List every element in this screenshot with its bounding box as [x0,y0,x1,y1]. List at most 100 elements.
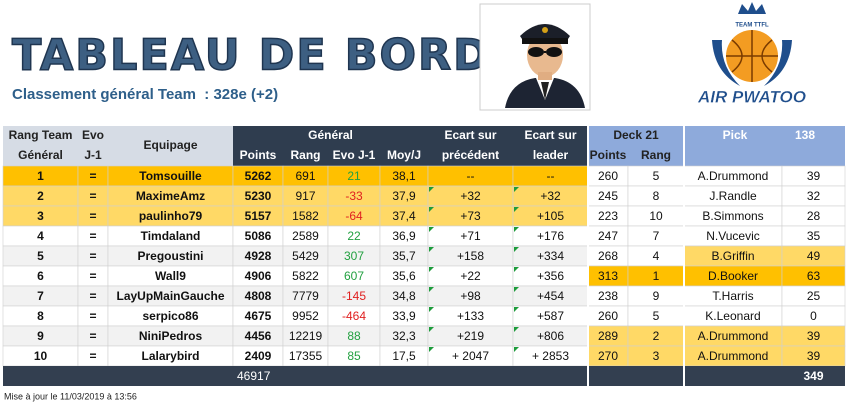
error-indicator [514,327,519,332]
cell-text: 17,5 [392,349,416,363]
cell-text: 37,4 [392,209,416,223]
error-indicator [514,207,519,212]
cell-text: 260 [598,169,618,183]
cell-text: +71 [460,229,481,243]
column-header: Evo [82,128,104,142]
error-indicator [429,287,434,292]
column-header: précédent [442,148,499,162]
cell-text: 21 [347,169,361,183]
header-bg [3,126,233,166]
cell-text: +806 [537,329,564,343]
cell-text: 4 [653,249,660,263]
cell-text: 4928 [245,249,272,263]
cell-text: Tomsouille [139,169,202,183]
cell-text: Lalarybird [141,349,199,363]
cell-text: 2 [37,189,44,203]
cell-text: 12219 [289,329,323,343]
error-indicator [514,227,519,232]
column-header: Rang [641,148,671,162]
cell-text: 22 [347,229,361,243]
cell-text: = [89,309,96,323]
cell-text: 88 [347,329,361,343]
title: TABLEAU DE BORD [12,31,491,81]
update-note: Mise à jour le 11/03/2019 à 13:56 [4,391,137,401]
header-bg [684,126,845,166]
cell-text: -- [467,169,475,183]
cell-text: +133 [457,309,484,323]
cell-text: LayUpMainGauche [116,289,224,303]
cell-text: = [89,209,96,223]
cell-text: 1582 [292,209,319,223]
logo-name: AIR PWATOO [697,87,806,106]
subtitle: Classement général Team : 328e (+2) [12,86,278,103]
cell-text: 4675 [245,309,272,323]
cell-text: = [89,249,96,263]
error-indicator [429,247,434,252]
error-indicator [429,187,434,192]
cell-text: 39 [807,169,821,183]
cell-text: = [89,169,96,183]
cell-text: -- [547,169,555,183]
cell-text: +176 [537,229,564,243]
cell-text: +454 [537,289,564,303]
cell-text: = [89,189,96,203]
cell-text: 49 [807,249,821,263]
error-indicator [514,287,519,292]
cell-text: 270 [598,349,618,363]
cell-text: +105 [537,209,564,223]
cell-text: 0 [810,309,817,323]
column-header: Pick [723,128,748,142]
cell-text: 2409 [245,349,272,363]
cell-text: 35,6 [392,269,416,283]
cell-text: 7 [37,289,44,303]
cell-text: 2 [653,329,660,343]
cell-text: = [89,229,96,243]
cell-text: 268 [598,249,618,263]
cell-text: 3 [653,349,660,363]
cell-text: paulinho79 [139,209,203,223]
cell-text: = [89,349,96,363]
cell-text: 6 [37,269,44,283]
cell-text: 4 [37,229,44,243]
cell-text: 5230 [245,189,272,203]
cell-text: 1 [653,269,660,283]
error-indicator [514,347,519,352]
cell-text: 4808 [245,289,272,303]
cell-text: -64 [345,209,363,223]
cell-text: B.Simmons [702,209,763,223]
cell-text: 7779 [292,289,319,303]
cell-text: 7 [653,229,660,243]
column-header: J-1 [84,148,102,162]
cell-text: serpico86 [142,309,198,323]
cell-text: 63 [807,269,821,283]
column-header: Points [590,148,627,162]
cell-text: 28 [807,209,821,223]
cell-text: 36,9 [392,229,416,243]
cell-text: 32 [807,189,821,203]
column-header: Général [308,128,353,142]
error-indicator [514,247,519,252]
column-header: Points [240,148,277,162]
cell-text: 5 [37,249,44,263]
cell-text: +334 [537,249,564,263]
cell-text: + 2047 [452,349,489,363]
cell-text: K.Leonard [705,309,760,323]
cell-text: 35,7 [392,249,416,263]
cell-text: +219 [457,329,484,343]
cell-text: 223 [598,209,618,223]
cell-text: B.Griffin [711,249,754,263]
cell-text: 39 [807,329,821,343]
error-indicator [514,267,519,272]
column-header: Deck 21 [613,128,659,142]
cell-text: 25 [807,289,821,303]
error-indicator [514,187,519,192]
cell-text: Timdaland [141,229,201,243]
cell-text: 39 [807,349,821,363]
cell-text: 4906 [245,269,272,283]
cell-text: A.Drummond [698,329,769,343]
cell-text: -33 [345,189,363,203]
cell-text: 17355 [289,349,323,363]
cell-text: +22 [460,269,481,283]
error-indicator [429,307,434,312]
